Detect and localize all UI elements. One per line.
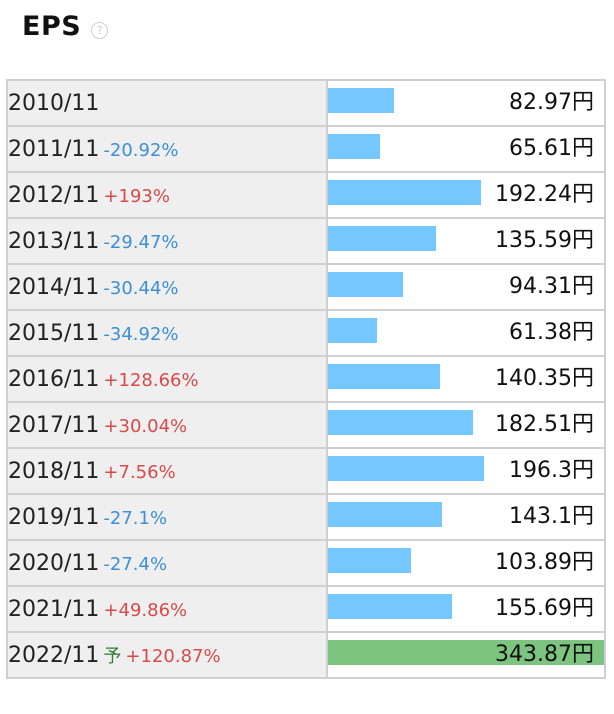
row-label-cell: 2015/11 -34.92% [6, 309, 328, 357]
change-percent: +49.86% [103, 599, 188, 621]
row-label-cell: 2021/11 +49.86% [6, 585, 328, 633]
change-percent: -20.92% [103, 139, 179, 161]
table-row: 2011/11 -20.92% 65.61円 [6, 125, 606, 173]
table-row: 2014/11 -30.44% 94.31円 [6, 263, 606, 311]
table-row: 2010/11 82.97円 [6, 79, 606, 127]
bar-cell: 155.69円 [326, 585, 606, 633]
change-percent: -34.92% [103, 323, 179, 345]
eps-value: 82.97円 [509, 90, 594, 115]
row-label-cell: 2019/11 -27.1% [6, 493, 328, 541]
forecast-eps-bar [328, 640, 604, 665]
eps-bar [328, 272, 403, 297]
table-row: 2015/11 -34.92% 61.38円 [6, 309, 606, 357]
question-circle-icon[interactable]: ? [91, 21, 109, 39]
eps-bar [328, 502, 442, 527]
table-row: 2022/11 予 +120.87% 343.87円 [6, 631, 606, 679]
row-label-cell: 2022/11 予 +120.87% [6, 631, 328, 679]
bar-cell: 343.87円 [326, 631, 606, 679]
forecast-mark: 予 [103, 646, 122, 667]
eps-value: 143.1円 [509, 504, 594, 529]
period-label: 2017/11 [8, 412, 100, 438]
header: EPS ? [22, 4, 109, 48]
change-percent: +128.66% [103, 369, 199, 391]
eps-value: 155.69円 [495, 596, 594, 621]
eps-bar [328, 180, 481, 205]
change-percent: -30.44% [103, 277, 179, 299]
page-title: EPS [22, 10, 82, 42]
period-label: 2011/11 [8, 136, 100, 162]
change-percent: -27.1% [103, 507, 168, 529]
bar-cell: 192.24円 [326, 171, 606, 219]
period-label: 2012/11 [8, 182, 100, 208]
period-label: 2013/11 [8, 228, 100, 254]
row-label-cell: 2014/11 -30.44% [6, 263, 328, 311]
eps-value: 94.31円 [509, 274, 594, 299]
table-row: 2012/11 +193% 192.24円 [6, 171, 606, 219]
eps-table: 2010/11 82.97円 2011/11 -20.92% 65.61円 2012/11… [6, 79, 606, 679]
eps-value: 135.59円 [495, 228, 594, 253]
period-label: 2021/11 [8, 596, 100, 622]
bar-cell: 182.51円 [326, 401, 606, 449]
change-percent: +120.87% [125, 646, 221, 667]
bar-cell: 94.31円 [326, 263, 606, 311]
eps-bar [328, 594, 452, 619]
bar-cell: 135.59円 [326, 217, 606, 265]
table-row: 2019/11 -27.1% 143.1円 [6, 493, 606, 541]
period-label: 2015/11 [8, 320, 100, 346]
eps-value: 61.38円 [509, 320, 594, 345]
eps-value: 140.35円 [495, 366, 594, 391]
eps-bar [328, 548, 411, 573]
eps-bar [328, 318, 377, 343]
eps-bar [328, 134, 380, 159]
eps-bar [328, 226, 436, 251]
table-row: 2016/11 +128.66% 140.35円 [6, 355, 606, 403]
change-percent: +7.56% [103, 461, 176, 483]
bar-cell: 103.89円 [326, 539, 606, 587]
eps-value: 103.89円 [495, 550, 594, 575]
period-label: 2018/11 [8, 458, 100, 484]
table-row: 2020/11 -27.4% 103.89円 [6, 539, 606, 587]
period-label: 2010/11 [8, 90, 100, 116]
change-percent: +30.04% [103, 415, 188, 437]
eps-bar [328, 364, 440, 389]
table-row: 2021/11 +49.86% 155.69円 [6, 585, 606, 633]
eps-value: 192.24円 [495, 182, 594, 207]
row-label-cell: 2017/11 +30.04% [6, 401, 328, 449]
row-label-cell: 2010/11 [6, 79, 328, 127]
change-percent: +193% [103, 185, 170, 207]
period-label: 2020/11 [8, 550, 100, 576]
eps-value: 196.3円 [509, 458, 594, 483]
row-label-cell: 2012/11 +193% [6, 171, 328, 219]
bar-cell: 61.38円 [326, 309, 606, 357]
bar-cell: 82.97円 [326, 79, 606, 127]
row-label-cell: 2013/11 -29.47% [6, 217, 328, 265]
table-row: 2018/11 +7.56% 196.3円 [6, 447, 606, 495]
bar-cell: 143.1円 [326, 493, 606, 541]
table-row: 2017/11 +30.04% 182.51円 [6, 401, 606, 449]
table-row: 2013/11 -29.47% 135.59円 [6, 217, 606, 265]
row-label-cell: 2016/11 +128.66% [6, 355, 328, 403]
change-percent: -27.4% [103, 553, 168, 575]
row-label-cell: 2018/11 +7.56% [6, 447, 328, 495]
eps-bar [328, 88, 394, 113]
period-label: 2014/11 [8, 274, 100, 300]
period-label: 2022/11 [8, 643, 100, 668]
eps-value: 343.87円 [495, 642, 594, 667]
eps-bar [328, 456, 484, 481]
bar-cell: 196.3円 [326, 447, 606, 495]
row-label-cell: 2020/11 -27.4% [6, 539, 328, 587]
period-label: 2019/11 [8, 504, 100, 530]
eps-value: 65.61円 [509, 136, 594, 161]
change-percent: -29.47% [103, 231, 179, 253]
bar-cell: 140.35円 [326, 355, 606, 403]
row-label-cell: 2011/11 -20.92% [6, 125, 328, 173]
period-label: 2016/11 [8, 366, 100, 392]
eps-value: 182.51円 [495, 412, 594, 437]
bar-cell: 65.61円 [326, 125, 606, 173]
eps-bar [328, 410, 473, 435]
